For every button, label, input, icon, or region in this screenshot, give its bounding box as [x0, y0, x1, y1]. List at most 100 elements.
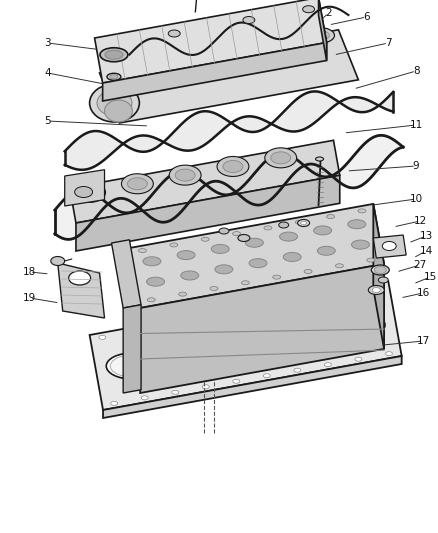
Ellipse shape	[238, 235, 250, 241]
Ellipse shape	[175, 169, 195, 181]
Ellipse shape	[215, 265, 233, 274]
Ellipse shape	[221, 313, 228, 317]
Ellipse shape	[127, 178, 147, 190]
Ellipse shape	[217, 157, 249, 176]
Ellipse shape	[318, 246, 335, 255]
Ellipse shape	[105, 50, 123, 59]
Ellipse shape	[325, 362, 332, 367]
Ellipse shape	[264, 226, 272, 230]
Text: 26: 26	[188, 242, 202, 252]
Text: 11: 11	[410, 120, 423, 130]
Text: 2: 2	[325, 8, 332, 18]
Ellipse shape	[303, 6, 314, 13]
Ellipse shape	[182, 340, 234, 365]
Polygon shape	[129, 204, 384, 308]
Ellipse shape	[374, 266, 386, 273]
Ellipse shape	[258, 326, 309, 352]
Ellipse shape	[170, 243, 178, 247]
Ellipse shape	[382, 241, 396, 251]
Ellipse shape	[100, 48, 128, 62]
Text: 4: 4	[45, 68, 51, 78]
Ellipse shape	[372, 287, 380, 293]
Ellipse shape	[273, 275, 281, 279]
Ellipse shape	[304, 270, 312, 273]
Ellipse shape	[303, 27, 335, 43]
Ellipse shape	[307, 30, 329, 41]
Ellipse shape	[233, 231, 240, 236]
Ellipse shape	[264, 34, 296, 51]
Text: 10: 10	[410, 194, 423, 204]
Ellipse shape	[282, 302, 289, 306]
Text: 8: 8	[413, 66, 420, 76]
Ellipse shape	[223, 160, 243, 173]
Text: 20: 20	[158, 310, 171, 320]
Polygon shape	[70, 140, 340, 223]
Polygon shape	[112, 240, 141, 308]
Polygon shape	[90, 281, 402, 410]
Polygon shape	[103, 356, 402, 418]
Polygon shape	[65, 169, 105, 206]
Ellipse shape	[192, 51, 214, 61]
Ellipse shape	[210, 286, 218, 290]
Text: 3: 3	[45, 38, 51, 48]
Text: 23: 23	[280, 220, 293, 230]
Ellipse shape	[80, 187, 99, 198]
Ellipse shape	[271, 152, 291, 164]
Ellipse shape	[314, 226, 332, 235]
Text: 26: 26	[254, 234, 268, 244]
Polygon shape	[373, 235, 406, 258]
Ellipse shape	[251, 308, 258, 312]
Ellipse shape	[110, 355, 154, 377]
Ellipse shape	[261, 328, 305, 350]
Ellipse shape	[385, 352, 392, 356]
Ellipse shape	[336, 264, 343, 268]
Ellipse shape	[226, 42, 258, 58]
Text: 5: 5	[45, 116, 51, 126]
Ellipse shape	[169, 165, 201, 185]
Ellipse shape	[74, 182, 106, 203]
Ellipse shape	[295, 220, 303, 224]
Ellipse shape	[121, 174, 153, 194]
Ellipse shape	[348, 220, 366, 229]
Text: 22: 22	[277, 239, 290, 249]
Text: 16: 16	[417, 288, 430, 298]
Ellipse shape	[106, 353, 158, 379]
Ellipse shape	[283, 253, 301, 262]
Ellipse shape	[168, 30, 180, 37]
Text: 18: 18	[23, 267, 36, 277]
Ellipse shape	[97, 90, 132, 116]
Ellipse shape	[74, 187, 92, 198]
Ellipse shape	[313, 297, 320, 301]
Text: 19: 19	[23, 293, 36, 303]
Text: 13: 13	[420, 231, 433, 241]
Ellipse shape	[233, 379, 240, 383]
Ellipse shape	[367, 258, 375, 262]
Ellipse shape	[111, 401, 118, 405]
Ellipse shape	[153, 58, 175, 68]
Ellipse shape	[315, 157, 324, 161]
Ellipse shape	[160, 324, 167, 328]
Ellipse shape	[90, 84, 139, 122]
Ellipse shape	[187, 49, 219, 64]
Ellipse shape	[201, 237, 209, 241]
Ellipse shape	[191, 319, 198, 323]
Ellipse shape	[110, 75, 118, 79]
Ellipse shape	[378, 277, 388, 283]
Ellipse shape	[300, 222, 307, 224]
Ellipse shape	[263, 374, 270, 378]
Ellipse shape	[69, 271, 91, 285]
Ellipse shape	[249, 259, 267, 268]
Ellipse shape	[129, 330, 136, 334]
Ellipse shape	[327, 215, 335, 219]
Ellipse shape	[186, 341, 230, 364]
Polygon shape	[102, 43, 327, 101]
Ellipse shape	[105, 100, 132, 122]
Text: 15: 15	[424, 272, 437, 282]
Ellipse shape	[355, 357, 362, 361]
Ellipse shape	[107, 73, 121, 80]
Ellipse shape	[143, 257, 161, 266]
Ellipse shape	[211, 245, 229, 253]
Ellipse shape	[243, 17, 255, 23]
Text: 6: 6	[363, 12, 370, 22]
Ellipse shape	[148, 55, 180, 71]
